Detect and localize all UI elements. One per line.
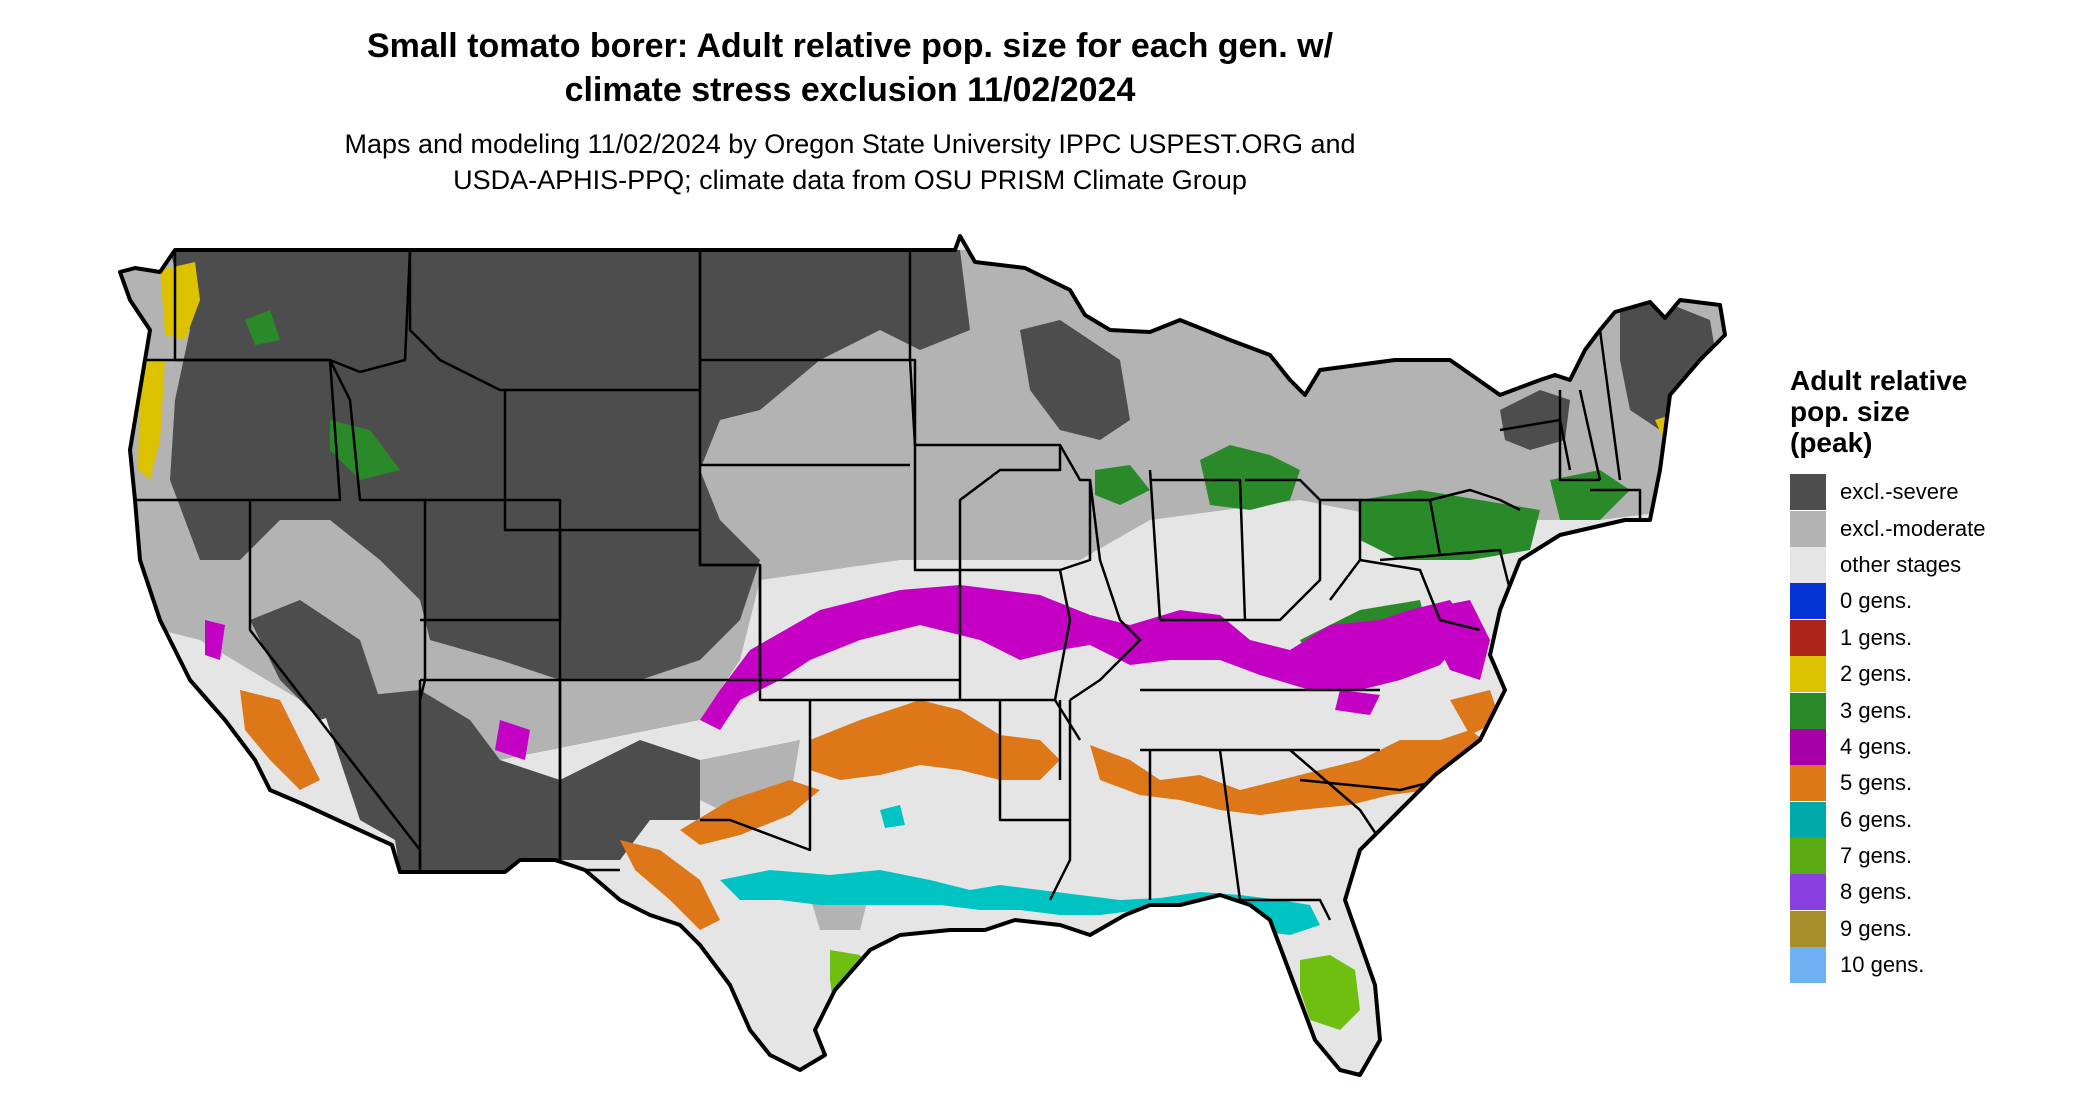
legend-label: 9 gens. [1840,915,1913,941]
legend-label: 4 gens. [1840,733,1913,759]
legend-label: other stages [1840,551,1962,577]
legend-title-line2: pop. size [1790,396,1910,427]
legend-item: 10 gens. [1790,947,2070,984]
legend-item: 0 gens. [1790,583,2070,620]
legend-label: 10 gens. [1840,952,1925,978]
legend-item: other stages [1790,546,2070,583]
subtitle-block: Maps and modeling 11/02/2024 by Oregon S… [300,126,1400,198]
legend-title: Adult relative pop. size (peak) [1790,365,2070,458]
legend-item: excl.-moderate [1790,510,2070,547]
legend-label: 3 gens. [1840,697,1913,723]
legend-swatch [1790,619,1826,656]
legend-swatch [1790,692,1826,729]
legend-item: 6 gens. [1790,801,2070,838]
map-title-line2: climate stress exclusion 11/02/2024 [564,71,1136,109]
legend-item: 1 gens. [1790,619,2070,656]
legend-swatch [1790,656,1826,693]
layer-gen7 [830,950,1360,1050]
legend-swatch [1790,910,1826,947]
legend-swatch [1790,546,1826,583]
legend-label: excl.-moderate [1840,515,1986,541]
legend-swatch [1790,765,1826,802]
legend-item: 8 gens. [1790,874,2070,911]
legend-label: 6 gens. [1840,806,1913,832]
legend-title-line3: (peak) [1790,427,1873,458]
legend-swatch [1790,838,1826,875]
map-subtitle-line1: Maps and modeling 11/02/2024 by Oregon S… [344,129,1356,159]
legend: Adult relative pop. size (peak) excl.-se… [1790,365,2070,984]
state-boundaries [120,249,1642,921]
legend-label: 2 gens. [1840,661,1913,687]
legend-item: 4 gens. [1790,728,2070,765]
legend-label: 0 gens. [1840,588,1913,614]
legend-label: excl.-severe [1840,479,1959,505]
legend-item: 2 gens. [1790,656,2070,693]
map-title-line1: Small tomato borer: Adult relative pop. … [366,27,1334,65]
legend-swatch [1790,801,1826,838]
legend-label: 7 gens. [1840,843,1913,869]
layer-gen5 [240,690,1500,930]
legend-title-line1: Adult relative [1790,365,1968,396]
legend-swatch [1790,874,1826,911]
legend-swatch [1790,728,1826,765]
legend-swatch [1790,947,1826,984]
legend-item: 3 gens. [1790,692,2070,729]
us-outline [118,234,1727,1077]
legend-label: 8 gens. [1840,879,1913,905]
layer-gen6 [720,805,1320,935]
legend-swatch [1790,583,1826,620]
legend-item: excl.-severe [1790,474,2070,511]
map-subtitle-line2: USDA-APHIS-PPQ; climate data from OSU PR… [453,165,1247,195]
legend-item: 9 gens. [1790,910,2070,947]
legend-swatch [1790,474,1826,511]
layer-gen8 [1340,1076,1362,1094]
legend-item: 5 gens. [1790,765,2070,802]
legend-swatch [1790,510,1826,547]
legend-label: 1 gens. [1840,624,1913,650]
legend-items: excl.-severe excl.-moderate other stages 0 … [1790,474,2070,984]
title-block: Small tomato borer: Adult relative pop. … [300,24,1400,198]
legend-item: 7 gens. [1790,838,2070,875]
layer-gen2 [138,262,1685,480]
legend-label: 5 gens. [1840,770,1913,796]
